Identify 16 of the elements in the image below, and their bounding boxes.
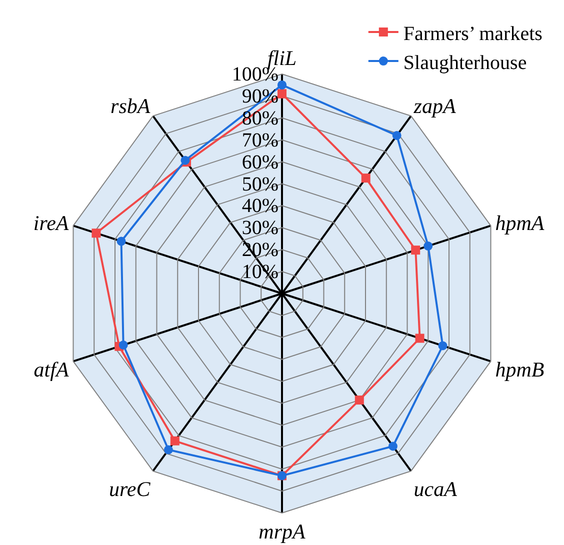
- spoke-label: ureC: [108, 477, 152, 502]
- y-tick-label: 30%: [242, 217, 278, 240]
- spoke-label: hpmB: [495, 357, 544, 382]
- y-tick-label: 50%: [242, 173, 278, 196]
- spoke-label: hpmA: [495, 210, 544, 235]
- y-tick-label: 60%: [242, 151, 278, 174]
- spoke-label: mrpA: [258, 520, 306, 544]
- spoke-label: ucaA: [414, 477, 458, 502]
- spoke-label: zapA: [412, 94, 456, 118]
- spoke-label: atfA: [34, 357, 69, 382]
- legend-label: Farmers’ markets: [403, 22, 543, 45]
- spoke-label: ireA: [33, 210, 69, 235]
- legend-label: Slaughterhouse: [403, 52, 527, 74]
- y-tick-label: 70%: [242, 129, 278, 152]
- y-tick-label: 40%: [242, 195, 278, 218]
- spoke-label: rsbA: [110, 94, 150, 118]
